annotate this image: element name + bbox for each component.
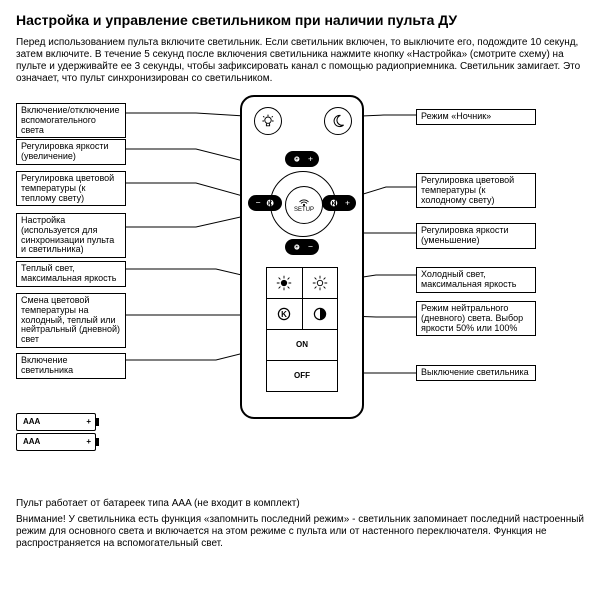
btn-aux-light-icon: [254, 107, 282, 135]
btn-on: ON: [267, 330, 337, 360]
label-power-off: Выключение светильника: [416, 365, 536, 381]
btn-cold-max-icon: [302, 268, 338, 298]
btn-neutral-mode-icon: [302, 299, 338, 329]
wifi-icon: [298, 197, 310, 207]
footer: Пульт работает от батареек типа AAA (не …: [16, 498, 584, 550]
remote-body: ☀+ ☀− −K K+ SETUP: [240, 95, 364, 419]
memory-note: Внимание! У светильника есть функция «за…: [16, 514, 584, 550]
remote-diagram: Включение/отключение вспомогательного св…: [16, 95, 584, 490]
svg-text:+: +: [308, 153, 313, 163]
btn-setup: SETUP: [285, 186, 323, 224]
svg-text:−: −: [256, 197, 261, 207]
battery-1: AAA+: [16, 413, 96, 431]
intro-text: Перед использованием пульта включите све…: [16, 37, 584, 85]
svg-text:K: K: [281, 310, 287, 319]
btn-warm-max-icon: [267, 268, 302, 298]
btn-nightlight-icon: [324, 107, 352, 135]
label-bright-down: Регулировка яркости (уменьшение): [416, 223, 536, 249]
btn-off: OFF: [267, 361, 337, 391]
svg-text:☀: ☀: [295, 245, 300, 251]
label-cold-max: Холодный свет, максимальная яркость: [416, 267, 536, 293]
battery-2: AAA+: [16, 433, 96, 451]
control-wheel: SETUP: [270, 171, 336, 237]
label-bright-up: Регулировка яркости (увеличение): [16, 139, 126, 165]
page-title: Настройка и управление светильником при …: [16, 12, 584, 29]
btn-brightness-up-icon: ☀+: [285, 151, 319, 167]
label-temp-warm: Регулировка цветовой температуры (к тепл…: [16, 171, 126, 207]
label-power-on: Включение светильника: [16, 353, 126, 379]
label-setup: Настройка (используется для синхронизаци…: [16, 213, 126, 259]
setup-label: SETUP: [294, 207, 314, 213]
label-temp-cold: Регулировка цветовой температуры (к холо…: [416, 173, 536, 209]
lower-button-grid: K ON OFF: [266, 267, 338, 392]
battery-block: AAA+ AAA+: [16, 411, 96, 453]
svg-text:+: +: [345, 197, 350, 207]
label-nightlight: Режим «Ночник»: [416, 109, 536, 125]
btn-brightness-down-icon: ☀−: [285, 239, 319, 255]
svg-text:☀: ☀: [295, 157, 300, 163]
label-warm-max: Теплый свет, максимальная яркость: [16, 261, 126, 287]
label-neutral: Режим нейтрального (дневного) света. Выб…: [416, 301, 536, 337]
btn-temp-cycle-icon: K: [267, 299, 302, 329]
label-temp-cycle: Смена цветовой температуры на холодный, …: [16, 293, 126, 348]
label-aux-toggle: Включение/отключение вспомогательного св…: [16, 103, 126, 139]
battery-note: Пульт работает от батареек типа AAA (не …: [16, 498, 584, 510]
svg-text:−: −: [308, 241, 313, 251]
